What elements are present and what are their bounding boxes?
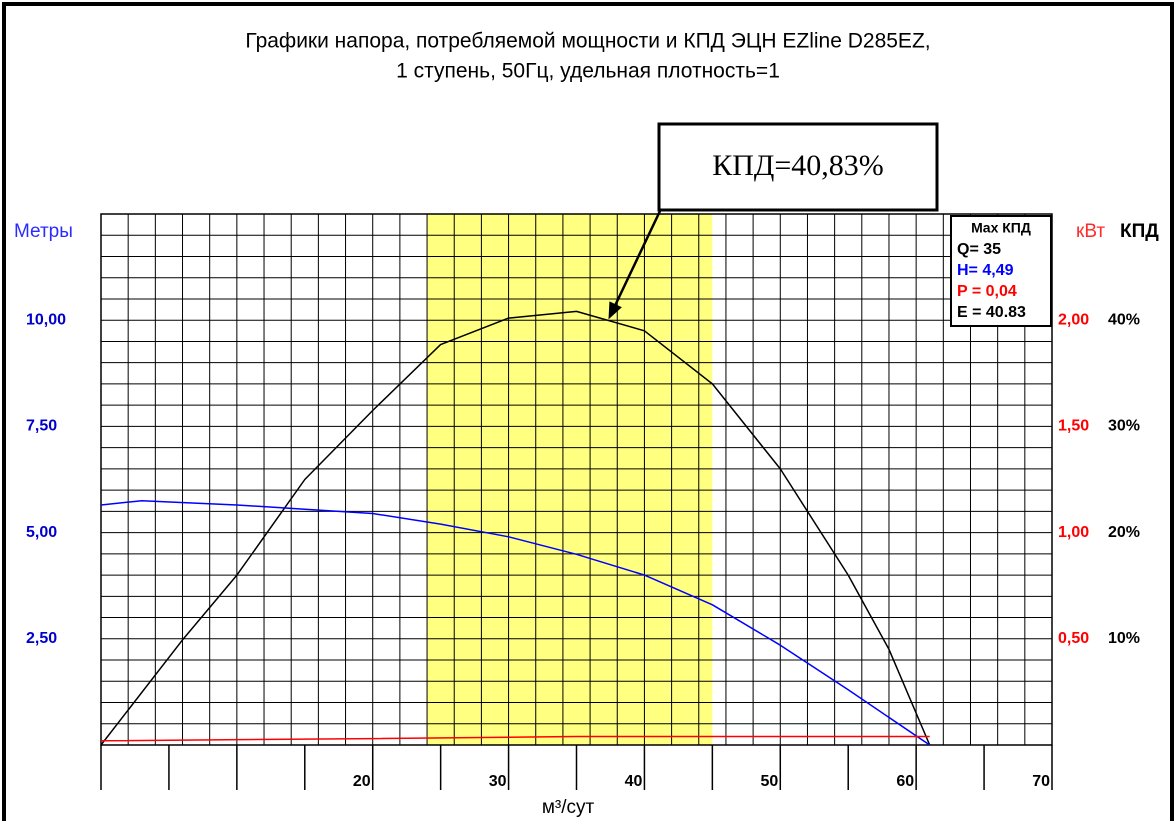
highlight-band — [427, 214, 713, 745]
y2-tick-label: 1,50 — [1058, 418, 1089, 435]
x-axis-label: м³/сут — [542, 797, 595, 818]
y-tick-label: 10,00 — [26, 311, 66, 328]
x-tick-label: 60 — [896, 773, 914, 790]
y-tick-label: 2,50 — [26, 630, 57, 647]
legend-entry: P = 0,04 — [957, 283, 1017, 300]
chart-subtitle: 1 ступень, 50Гц, удельная плотность=1 — [396, 60, 780, 83]
y3-tick-label: 10% — [1108, 630, 1140, 647]
legend-entry: H= 4,49 — [957, 262, 1014, 279]
series-line — [100, 499, 931, 746]
y2-tick-label: 2,00 — [1058, 311, 1089, 328]
y-axis-label: Метры — [14, 221, 73, 242]
annotation-arrow — [613, 210, 662, 308]
series-line — [100, 310, 931, 746]
arrow-head — [608, 301, 622, 320]
plot-border — [100, 213, 1053, 746]
x-tick-label: 40 — [625, 773, 643, 790]
annotation-text: КПД=40,83% — [712, 149, 884, 182]
y2-tick-label: 1,00 — [1058, 524, 1089, 541]
x-tick-label: 20 — [353, 773, 371, 790]
annotation-box — [657, 122, 939, 212]
y3-tick-label: 40% — [1108, 311, 1140, 328]
legend-box — [950, 215, 1052, 327]
y3-tick-label: 30% — [1108, 418, 1140, 435]
chart-title: Графики напора, потребляемой мощности и … — [245, 30, 930, 53]
y2-axis-label: кВт — [1076, 221, 1105, 242]
x-tick-label: 50 — [760, 773, 778, 790]
legend-entry: Q= 35 — [957, 241, 1001, 258]
x-tick-label: 30 — [489, 773, 507, 790]
series-line — [100, 735, 930, 742]
y2-tick-label: 0,50 — [1058, 630, 1089, 647]
x-tick-label: 70 — [1032, 773, 1050, 790]
legend-entry: Max КПД — [971, 220, 1031, 236]
y-tick-label: 5,00 — [26, 524, 57, 541]
legend-entry: E = 40.83 — [957, 304, 1026, 321]
y3-axis-label: КПД — [1120, 221, 1159, 242]
y3-tick-label: 20% — [1108, 524, 1140, 541]
y-tick-label: 7,50 — [26, 418, 57, 435]
